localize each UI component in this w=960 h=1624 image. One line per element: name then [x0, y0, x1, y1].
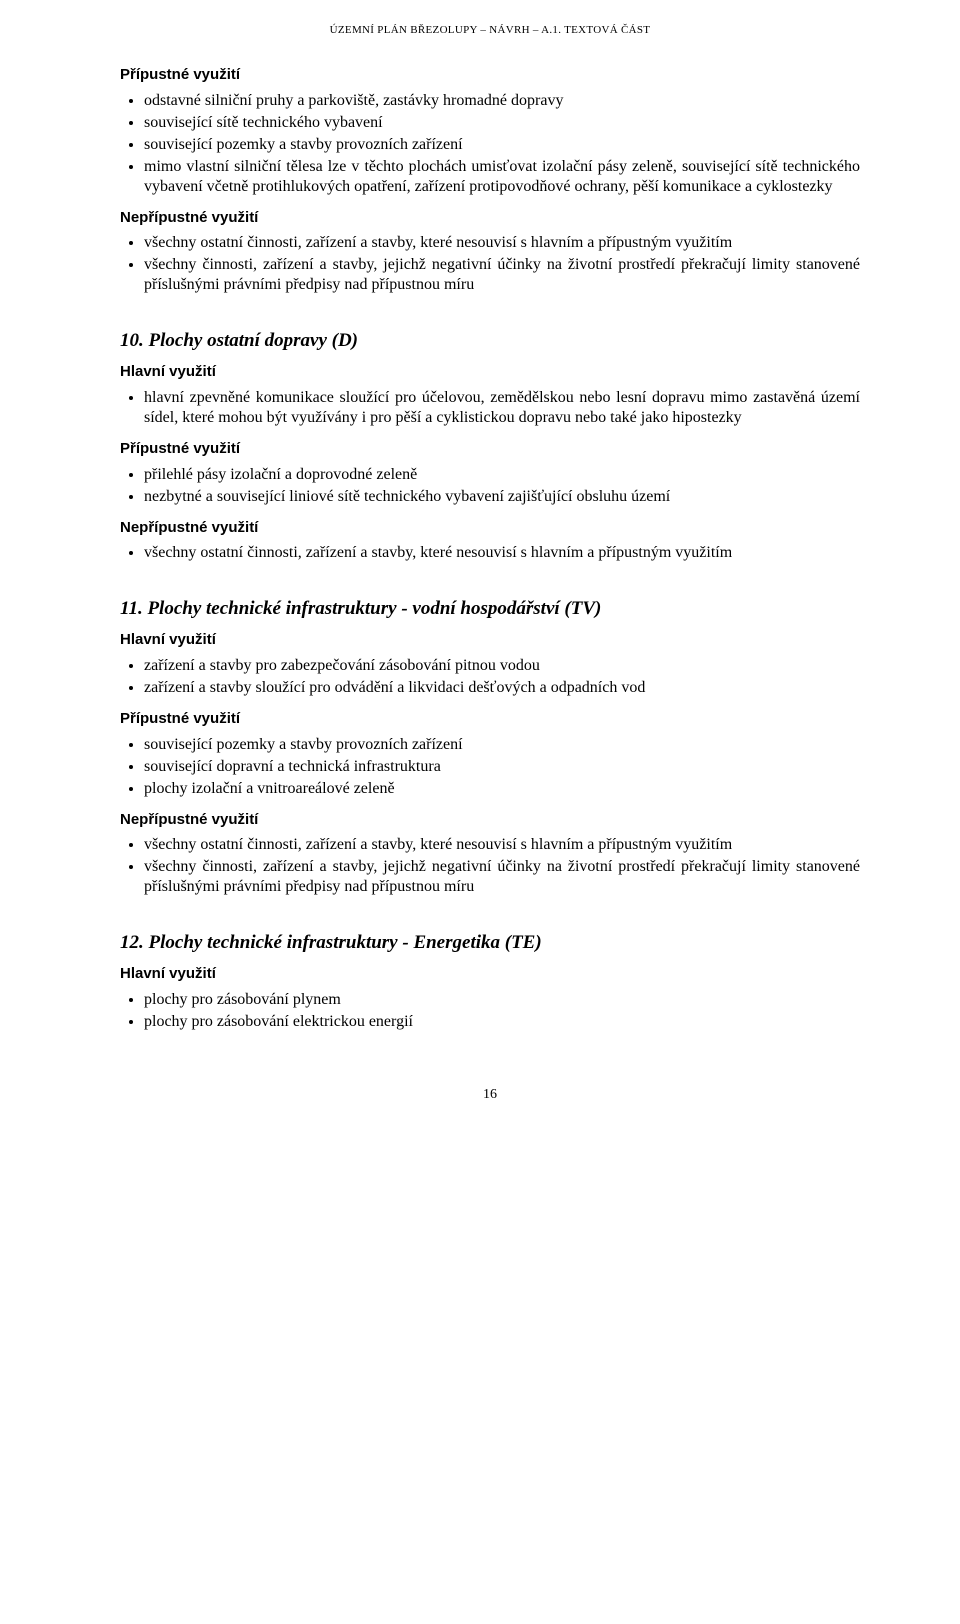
section-12: Hlavní využití plochy pro zásobování ply…	[120, 965, 860, 1032]
pripustne-list: odstavné silniční pruhy a parkoviště, za…	[120, 91, 860, 197]
pripustne-list: související pozemky a stavby provozních …	[120, 735, 860, 799]
header-text: ÚZEMNÍ PLÁN BŘEZOLUPY – NÁVRH – A.1. TEX…	[330, 24, 651, 36]
nepripustne-list: všechny ostatní činnosti, zařízení a sta…	[120, 543, 860, 563]
list-item: související sítě technického vybavení	[144, 113, 860, 133]
list-item: související dopravní a technická infrast…	[144, 757, 860, 777]
section-10-title: 10. Plochy ostatní dopravy (D)	[120, 329, 860, 353]
list-item: plochy izolační a vnitroareálové zeleně	[144, 779, 860, 799]
hlavni-label: Hlavní využití	[120, 631, 860, 650]
hlavni-list: hlavní zpevněné komunikace sloužící pro …	[120, 388, 860, 428]
list-item: všechny činnosti, zařízení a stavby, jej…	[144, 255, 860, 295]
section-12-title: 12. Plochy technické infrastruktury - En…	[120, 931, 860, 955]
list-item: plochy pro zásobování elektrickou energi…	[144, 1012, 860, 1032]
list-item: plochy pro zásobování plynem	[144, 990, 860, 1010]
nepripustne-label: Nepřípustné využití	[120, 811, 860, 830]
top-block: Přípustné využití odstavné silniční pruh…	[120, 66, 860, 296]
list-item: nezbytné a související liniové sítě tech…	[144, 487, 860, 507]
nepripustne-list: všechny ostatní činnosti, zařízení a sta…	[120, 233, 860, 295]
list-item: všechny činnosti, zařízení a stavby, jej…	[144, 857, 860, 897]
pripustne-label: Přípustné využití	[120, 66, 860, 85]
section-11-title: 11. Plochy technické infrastruktury - vo…	[120, 597, 860, 621]
pripustne-list: přilehlé pásy izolační a doprovodné zele…	[120, 465, 860, 507]
hlavni-list: plochy pro zásobování plynem plochy pro …	[120, 990, 860, 1032]
page-header: ÚZEMNÍ PLÁN BŘEZOLUPY – NÁVRH – A.1. TEX…	[120, 24, 860, 38]
list-item: související pozemky a stavby provozních …	[144, 735, 860, 755]
pripustne-label: Přípustné využití	[120, 440, 860, 459]
list-item: zařízení a stavby sloužící pro odvádění …	[144, 678, 860, 698]
list-item: všechny ostatní činnosti, zařízení a sta…	[144, 835, 860, 855]
page-number: 16	[120, 1086, 860, 1104]
hlavni-label: Hlavní využití	[120, 965, 860, 984]
nepripustne-label: Nepřípustné využití	[120, 209, 860, 228]
list-item: odstavné silniční pruhy a parkoviště, za…	[144, 91, 860, 111]
list-item: všechny ostatní činnosti, zařízení a sta…	[144, 233, 860, 253]
section-11: Hlavní využití zařízení a stavby pro zab…	[120, 631, 860, 897]
list-item: přilehlé pásy izolační a doprovodné zele…	[144, 465, 860, 485]
section-10: Hlavní využití hlavní zpevněné komunikac…	[120, 363, 860, 563]
hlavni-label: Hlavní využití	[120, 363, 860, 382]
hlavni-list: zařízení a stavby pro zabezpečování záso…	[120, 656, 860, 698]
list-item: zařízení a stavby pro zabezpečování záso…	[144, 656, 860, 676]
list-item: mimo vlastní silniční tělesa lze v těcht…	[144, 157, 860, 197]
nepripustne-label: Nepřípustné využití	[120, 519, 860, 538]
list-item: všechny ostatní činnosti, zařízení a sta…	[144, 543, 860, 563]
nepripustne-list: všechny ostatní činnosti, zařízení a sta…	[120, 835, 860, 897]
list-item: hlavní zpevněné komunikace sloužící pro …	[144, 388, 860, 428]
list-item: související pozemky a stavby provozních …	[144, 135, 860, 155]
pripustne-label: Přípustné využití	[120, 710, 860, 729]
